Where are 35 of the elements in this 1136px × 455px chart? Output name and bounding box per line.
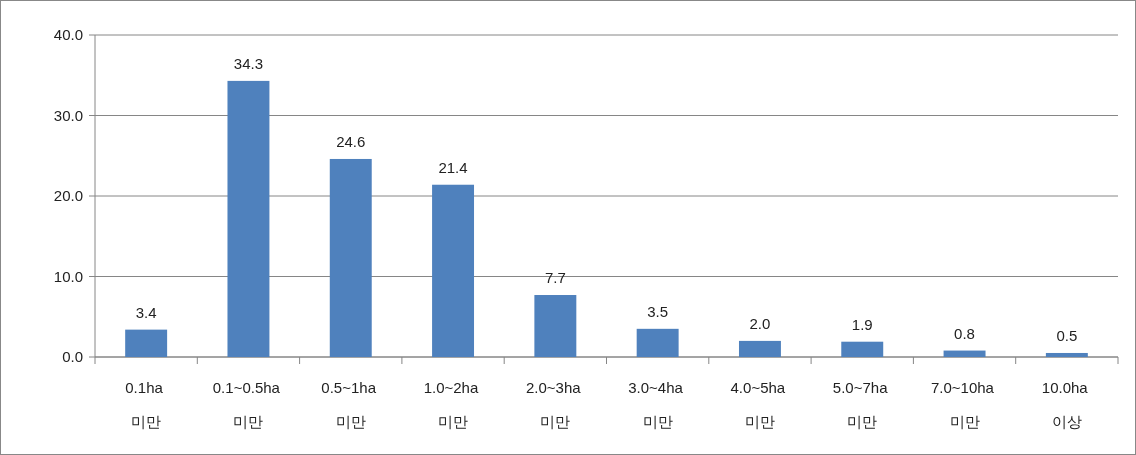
- bar: [636, 328, 679, 357]
- bar: [738, 340, 781, 357]
- data-label: 24.6: [336, 132, 366, 150]
- data-label: 3.4: [135, 303, 157, 321]
- y-tick-label: 0.0: [62, 348, 83, 365]
- data-label: 2.0: [749, 314, 771, 332]
- data-label: 3.5: [647, 302, 669, 320]
- data-label: 34.3: [233, 54, 264, 72]
- bar: [943, 350, 986, 357]
- bar: [534, 295, 577, 357]
- bar: [841, 341, 884, 357]
- x-tick-label: 1.0~2ha 미만: [423, 379, 483, 430]
- data-label: 21.4: [438, 158, 468, 176]
- x-tick-label: 7.0~10ha 미만: [930, 379, 999, 430]
- x-tick-label: 5.0~7ha 미만: [832, 379, 892, 430]
- x-tick-label: 0.1~0.5ha 미만: [212, 379, 285, 430]
- data-label: 0.8: [954, 324, 975, 342]
- x-tick-label: 10.0ha 이상: [1041, 379, 1092, 430]
- x-tick-label: 0.1ha 미만: [125, 379, 168, 430]
- data-label: 1.9: [851, 315, 873, 333]
- data-label: 7.7: [544, 269, 566, 287]
- bar: [125, 329, 168, 357]
- bar: [329, 158, 372, 357]
- y-tick-label: 40.0: [53, 26, 83, 43]
- bar: [1045, 352, 1088, 357]
- x-tick-label: 4.0~5ha 미만: [730, 379, 790, 430]
- x-tick-label: 0.5~1ha 미만: [321, 379, 381, 430]
- y-tick-label: 10.0: [53, 267, 83, 285]
- x-tick-label: 2.0~3ha 미만: [525, 379, 585, 430]
- y-tick-label: 30.0: [53, 106, 83, 124]
- x-tick-label: 3.0~4ha 미만: [628, 379, 688, 430]
- bar: [432, 184, 475, 357]
- data-label: 0.5: [1056, 326, 1078, 344]
- y-tick-label: 20.0: [53, 187, 83, 204]
- bar: [227, 80, 270, 357]
